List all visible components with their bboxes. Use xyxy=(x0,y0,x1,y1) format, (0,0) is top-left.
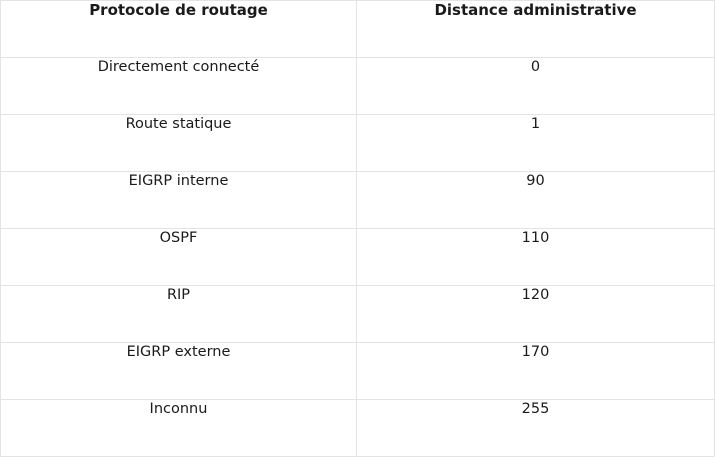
table-row: EIGRP interne 90 xyxy=(0,171,715,229)
administrative-distance-table: Protocole de routage Distance administra… xyxy=(0,0,715,457)
table-row: Inconnu 255 xyxy=(0,399,715,457)
cell-protocol: Route statique xyxy=(0,114,357,172)
cell-protocol: OSPF xyxy=(0,228,357,286)
table-row: Directement connecté 0 xyxy=(0,57,715,115)
header-protocol: Protocole de routage xyxy=(0,0,357,58)
cell-distance: 120 xyxy=(356,285,715,343)
table-row: RIP 120 xyxy=(0,285,715,343)
cell-distance: 90 xyxy=(356,171,715,229)
table-row: EIGRP externe 170 xyxy=(0,342,715,400)
cell-protocol: EIGRP interne xyxy=(0,171,357,229)
table-header-row: Protocole de routage Distance administra… xyxy=(0,0,715,58)
header-distance: Distance administrative xyxy=(356,0,715,58)
cell-protocol: Directement connecté xyxy=(0,57,357,115)
cell-distance: 255 xyxy=(356,399,715,457)
cell-distance: 170 xyxy=(356,342,715,400)
cell-distance: 0 xyxy=(356,57,715,115)
cell-distance: 110 xyxy=(356,228,715,286)
cell-distance: 1 xyxy=(356,114,715,172)
table-row: OSPF 110 xyxy=(0,228,715,286)
table-row: Route statique 1 xyxy=(0,114,715,172)
cell-protocol: Inconnu xyxy=(0,399,357,457)
cell-protocol: RIP xyxy=(0,285,357,343)
cell-protocol: EIGRP externe xyxy=(0,342,357,400)
